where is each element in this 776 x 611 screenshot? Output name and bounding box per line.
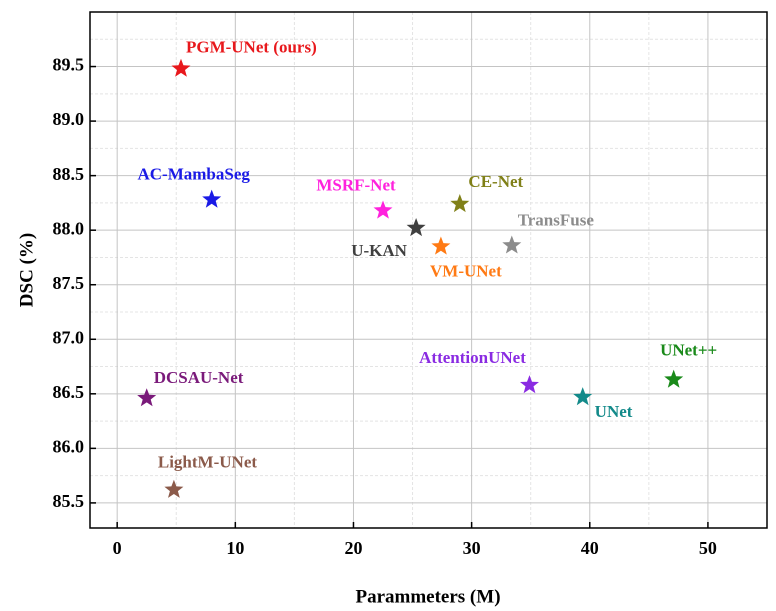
y-tick-label: 86.0 [53, 436, 85, 456]
star-marker [450, 194, 470, 213]
point-label: TransFuse [518, 210, 595, 229]
y-axis-title: DSC (%) [16, 233, 37, 307]
y-tick-label: 89.0 [53, 109, 85, 129]
star-marker [373, 200, 393, 219]
point-label: UNet [595, 402, 633, 421]
x-tick-label: 30 [463, 538, 481, 558]
point-label: AttentionUNet [419, 348, 526, 367]
star-marker [171, 58, 191, 77]
point-label: LightM-UNet [158, 453, 257, 472]
y-tick-label: 87.0 [53, 327, 85, 347]
star-marker [137, 388, 157, 407]
y-tick-label: 86.5 [53, 382, 85, 402]
star-marker [573, 387, 593, 406]
x-tick-label: 50 [699, 538, 717, 558]
star-marker [431, 236, 451, 255]
y-tick-label: 88.5 [53, 164, 85, 184]
star-marker [520, 375, 539, 394]
y-tick-label: 87.5 [53, 273, 85, 293]
point-label: AC-MambaSeg [137, 165, 250, 184]
plot-frame [89, 11, 768, 529]
x-tick-label: 40 [581, 538, 599, 558]
y-tick-label: 88.0 [53, 218, 85, 238]
point-label: VM-UNet [430, 261, 502, 280]
star-marker [164, 479, 184, 498]
star-marker [202, 189, 222, 208]
star-marker [502, 235, 522, 254]
x-tick-label: 0 [113, 538, 122, 558]
point-label: DCSAU-Net [154, 368, 244, 387]
x-tick-label: 10 [226, 538, 244, 558]
y-tick-label: 85.5 [53, 491, 85, 511]
point-label: MSRF-Net [316, 175, 396, 194]
point-label: PGM-UNet (ours) [186, 38, 317, 57]
point-label: U-KAN [351, 241, 407, 260]
star-marker [664, 369, 684, 388]
x-axis-title: Parammeters (M) [355, 586, 500, 607]
star-marker [406, 218, 426, 237]
x-tick-label: 20 [344, 538, 362, 558]
point-label: UNet++ [660, 341, 717, 360]
point-label: CE-Net [468, 172, 523, 191]
y-tick-label: 89.5 [53, 55, 85, 75]
